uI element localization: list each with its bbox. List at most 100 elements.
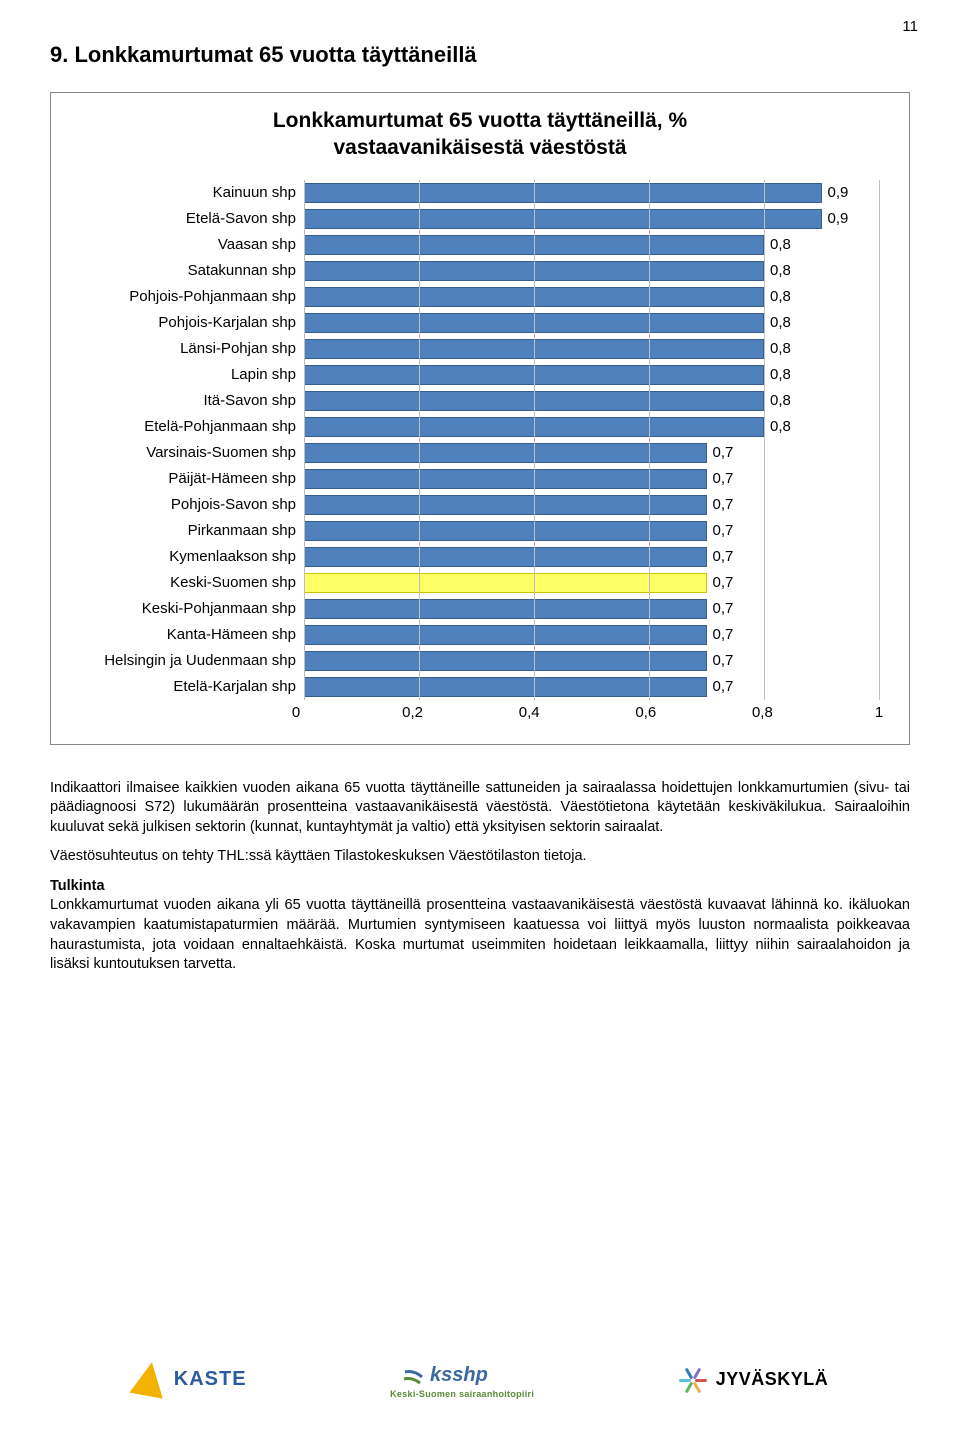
bar-row: Keski-Suomen shp 0,7 bbox=[81, 570, 879, 596]
body-text: Indikaattori ilmaisee kaikkien vuoden ai… bbox=[50, 779, 910, 975]
bar-fill bbox=[304, 339, 764, 359]
paragraph-1: Indikaattori ilmaisee kaikkien vuoden ai… bbox=[50, 779, 910, 838]
bar-row: Pohjois-Savon shp 0,7 bbox=[81, 492, 879, 518]
bar-row: Etelä-Pohjanmaan shp 0,8 bbox=[81, 414, 879, 440]
bar-value-label: 0,7 bbox=[707, 674, 734, 700]
category-label: Keski-Pohjanmaan shp bbox=[81, 600, 304, 617]
x-tick-label: 0,6 bbox=[635, 704, 656, 721]
bar-row: Satakunnan shp 0,8 bbox=[81, 258, 879, 284]
bar-value-label: 0,7 bbox=[707, 596, 734, 622]
category-label: Varsinais-Suomen shp bbox=[81, 444, 304, 461]
x-tick-label: 0,4 bbox=[519, 704, 540, 721]
chart-title-line2: vastaavanikäisestä väestöstä bbox=[333, 136, 626, 159]
category-label: Vaasan shp bbox=[81, 236, 304, 253]
x-tick-label: 0,8 bbox=[752, 704, 773, 721]
bar-fill bbox=[304, 599, 707, 619]
bar-value-label: 0,8 bbox=[764, 232, 791, 258]
bar-value-label: 0,7 bbox=[707, 570, 734, 596]
bar-value-label: 0,9 bbox=[822, 180, 849, 206]
category-label: Lapin shp bbox=[81, 366, 304, 383]
bar-fill bbox=[304, 469, 707, 489]
bar-value-label: 0,7 bbox=[707, 622, 734, 648]
bar-value-label: 0,8 bbox=[764, 414, 791, 440]
category-label: Kymenlaakson shp bbox=[81, 548, 304, 565]
category-label: Kainuun shp bbox=[81, 184, 304, 201]
category-label: Pohjois-Karjalan shp bbox=[81, 314, 304, 331]
bar-row: Vaasan shp 0,8 bbox=[81, 232, 879, 258]
bar-fill bbox=[304, 443, 707, 463]
bar-fill bbox=[304, 495, 707, 515]
category-label: Itä-Savon shp bbox=[81, 392, 304, 409]
category-label: Pohjois-Savon shp bbox=[81, 496, 304, 513]
ksshp-logo: ksshp Keski-Suomen sairaanhoitopiiri bbox=[390, 1359, 534, 1399]
bar-fill bbox=[304, 313, 764, 333]
bar-fill bbox=[304, 651, 707, 671]
chart-plot-area: Kainuun shp0,9Etelä-Savon shp0,9Vaasan s… bbox=[81, 180, 879, 726]
bar-value-label: 0,8 bbox=[764, 388, 791, 414]
bar-fill bbox=[304, 521, 707, 541]
bar-value-label: 0,7 bbox=[707, 466, 734, 492]
bar-row: Pirkanmaan shp0,7 bbox=[81, 518, 879, 544]
category-label: Helsingin ja Uudenmaan shp bbox=[81, 652, 304, 669]
bar-value-label: 0,7 bbox=[707, 544, 734, 570]
kaste-logo: KASTE bbox=[132, 1362, 247, 1396]
category-label: Pohjois-Pohjanmaan shp bbox=[81, 288, 304, 305]
bar-value-label: 0,8 bbox=[764, 284, 791, 310]
bar-row: Pohjois-Pohjanmaan shp 0,8 bbox=[81, 284, 879, 310]
ksshp-subtitle: Keski-Suomen sairaanhoitopiiri bbox=[390, 1389, 534, 1399]
bar-row: Kymenlaakson shp 0,7 bbox=[81, 544, 879, 570]
bar-fill bbox=[304, 625, 707, 645]
bar-row: Kainuun shp 0,9 bbox=[81, 180, 879, 206]
category-label: Etelä-Savon shp bbox=[81, 210, 304, 227]
bar-row: Pohjois-Karjalan shp0,8 bbox=[81, 310, 879, 336]
ksshp-text: ksshp bbox=[430, 1364, 488, 1386]
bar-fill bbox=[304, 391, 764, 411]
bar-value-label: 0,7 bbox=[707, 648, 734, 674]
bar-value-label: 0,7 bbox=[707, 440, 734, 466]
category-label: Etelä-Karjalan shp bbox=[81, 678, 304, 695]
bar-row: Lapin shp 0,8 bbox=[81, 362, 879, 388]
bar-value-label: 0,8 bbox=[764, 362, 791, 388]
jyvaskyla-text: JYVÄSKYLÄ bbox=[716, 1369, 829, 1390]
paragraph-3: Lonkkamurtumat vuoden aikana yli 65 vuot… bbox=[50, 896, 910, 974]
chart-title-line1: Lonkkamurtumat 65 vuotta täyttäneillä, % bbox=[273, 109, 687, 132]
bar-row: Itä-Savon shp 0,8 bbox=[81, 388, 879, 414]
chart-container: Lonkkamurtumat 65 vuotta täyttäneillä, %… bbox=[50, 92, 910, 745]
bar-value-label: 0,8 bbox=[764, 336, 791, 362]
x-tick-label: 0,2 bbox=[402, 704, 423, 721]
x-tick-label: 1 bbox=[875, 704, 883, 721]
jyvaskyla-burst-icon bbox=[678, 1364, 708, 1394]
category-label: Keski-Suomen shp bbox=[81, 574, 304, 591]
bar-row: Päijät-Hämeen shp 0,7 bbox=[81, 466, 879, 492]
bar-fill bbox=[304, 547, 707, 567]
bar-fill bbox=[304, 677, 707, 697]
category-label: Länsi-Pohjan shp bbox=[81, 340, 304, 357]
footer-logos: KASTE ksshp Keski-Suomen sairaanhoitopii… bbox=[0, 1359, 960, 1399]
jyvaskyla-logo: JYVÄSKYLÄ bbox=[678, 1364, 829, 1394]
bar-fill bbox=[304, 235, 764, 255]
bar-value-label: 0,7 bbox=[707, 492, 734, 518]
bar-value-label: 0,7 bbox=[707, 518, 734, 544]
bar-row: Etelä-Karjalan shp 0,7 bbox=[81, 674, 879, 700]
tulkinta-heading: Tulkinta bbox=[50, 877, 910, 897]
bar-fill bbox=[304, 261, 764, 281]
bar-row: Helsingin ja Uudenmaan shp 0,7 bbox=[81, 648, 879, 674]
bar-fill bbox=[304, 365, 764, 385]
bar-fill bbox=[304, 209, 822, 229]
category-label: Päijät-Hämeen shp bbox=[81, 470, 304, 487]
bar-fill bbox=[304, 417, 764, 437]
category-label: Satakunnan shp bbox=[81, 262, 304, 279]
bar-fill bbox=[304, 287, 764, 307]
kaste-text: KASTE bbox=[174, 1368, 247, 1391]
chart-title: Lonkkamurtumat 65 vuotta täyttäneillä, %… bbox=[81, 107, 879, 162]
kaste-mark-icon bbox=[129, 1359, 168, 1398]
page-number: 11 bbox=[902, 18, 918, 35]
category-label: Etelä-Pohjanmaan shp bbox=[81, 418, 304, 435]
bar-value-label: 0,8 bbox=[764, 258, 791, 284]
category-label: Kanta-Hämeen shp bbox=[81, 626, 304, 643]
bar-fill bbox=[304, 183, 822, 203]
bar-row: Etelä-Savon shp 0,9 bbox=[81, 206, 879, 232]
bar-value-label: 0,9 bbox=[822, 206, 849, 232]
bar-row: Keski-Pohjanmaan shp 0,7 bbox=[81, 596, 879, 622]
bar-row: Varsinais-Suomen shp 0,7 bbox=[81, 440, 879, 466]
